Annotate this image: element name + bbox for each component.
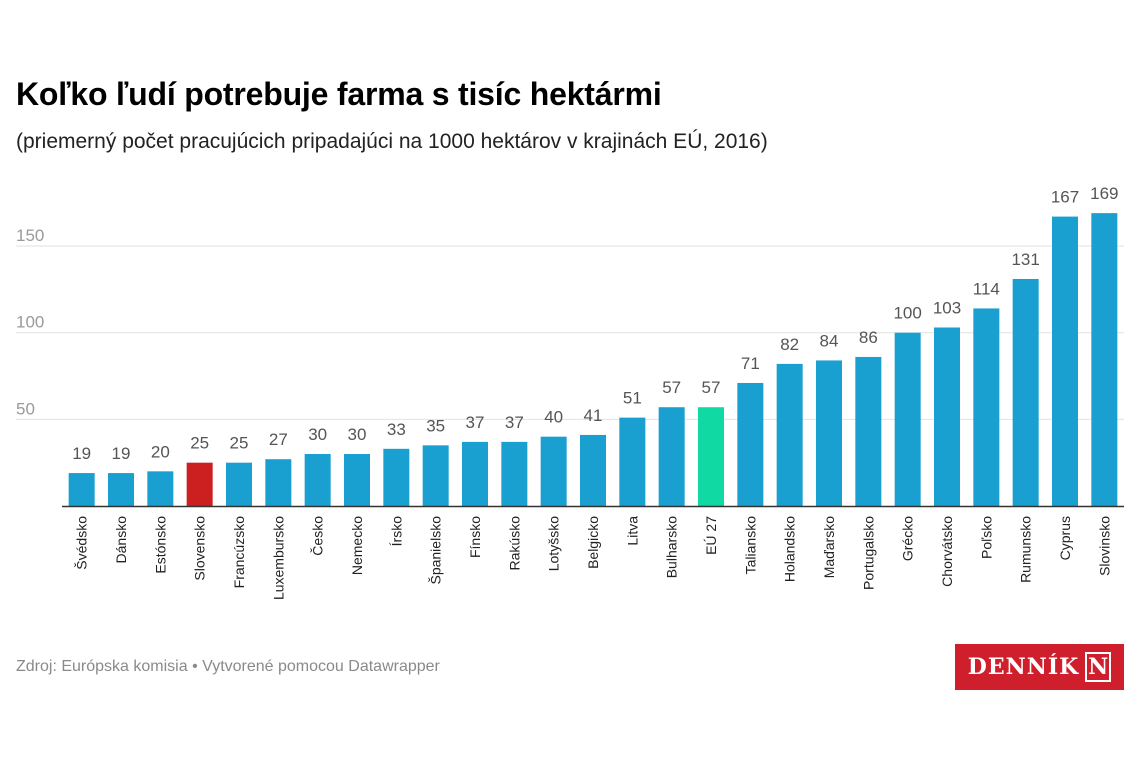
value-label: 114 [973,279,1000,298]
category-label: Portugalsko [860,516,876,590]
bar [344,454,370,506]
category-label: EÚ 27 [703,516,719,555]
category-label: Španielsko [428,516,444,585]
category-label: Maďarsko [821,516,837,579]
bar [68,473,95,506]
category-label: Grécko [900,516,916,561]
category-label: Holandsko [782,516,798,582]
value-label: 37 [466,413,485,432]
logo-n-mark: N [1085,652,1112,682]
value-label: 25 [230,434,249,453]
category-label: Fínsko [467,516,483,558]
category-label: Taliansko [742,516,758,575]
category-label: Švédsko [74,516,90,570]
dennik-n-logo[interactable]: DENNÍK N [955,644,1124,690]
bar [147,471,174,506]
source-footer: Zdroj: Európska komisia • Vytvorené pomo… [16,658,440,675]
category-label: Slovensko [192,516,208,581]
bar [422,445,449,506]
bar [816,360,842,506]
category-label: Rakúsko [506,516,522,571]
category-label: Francúzsko [231,516,247,589]
category-label: Lotyšsko [546,516,562,571]
bar [973,308,1000,506]
y-tick-label: 150 [16,226,44,245]
category-label: Írsko [388,516,404,547]
bar [580,434,606,506]
value-label: 100 [893,304,921,323]
bar [1012,278,1039,506]
bar [501,441,528,506]
category-label: Chorvátsko [939,516,955,587]
bar [540,436,567,506]
bar [226,462,252,506]
value-label: 82 [780,335,799,354]
value-label: 131 [1011,250,1039,269]
value-label: 71 [741,354,760,373]
y-tick-label: 100 [16,313,44,332]
category-label: Cyprus [1057,516,1073,560]
chart-title: Koľko ľudí potrebuje farma s tisíc hektá… [16,76,662,112]
chart-subtitle: (priemerný počet pracujúcich pripadajúci… [16,130,768,153]
category-label: Bulharsko [664,516,680,578]
bar [658,407,685,506]
value-label: 41 [584,406,603,425]
value-label: 35 [426,416,445,435]
bar [855,356,882,506]
category-label: Litva [624,516,640,546]
bar [737,382,764,506]
bar [383,448,410,506]
bar [108,473,134,506]
bar [462,441,488,506]
value-label: 30 [308,425,327,444]
bar [894,332,921,506]
category-label: Dánsko [113,516,129,564]
category-label: Belgicko [585,516,601,569]
bar [619,417,646,506]
bar [934,327,960,506]
category-label: Luxembursko [270,516,286,600]
value-label: 86 [859,328,878,347]
category-label: Slovinsko [1096,516,1112,576]
value-label: 57 [702,378,721,397]
value-label: 19 [112,444,131,463]
category-label: Rumunsko [1018,516,1034,583]
bar-chart: 50 100 150 19 Švédsko 19 Dánsko 20 Estónsko 25 Slo… [16,184,1124,600]
value-label: 27 [269,430,288,449]
bar [304,454,331,506]
value-label: 37 [505,413,524,432]
value-label: 51 [623,389,642,408]
value-label: 20 [151,442,170,461]
category-label: Nemecko [349,516,365,575]
value-label: 19 [72,444,91,463]
bar [186,462,213,506]
bar [776,363,803,506]
category-label: Estónsko [152,516,168,574]
value-label: 40 [544,408,563,427]
y-tick-label: 50 [16,399,35,418]
logo-text: DENNÍK [967,654,1080,680]
value-label: 25 [190,434,209,453]
value-label: 30 [348,425,367,444]
category-label: Poľsko [978,516,994,559]
category-label: Česko [310,516,326,556]
bar [698,407,724,506]
value-label: 103 [933,299,961,318]
value-label: 84 [820,331,839,350]
bar [265,459,292,506]
value-label: 57 [662,378,681,397]
bar [1091,213,1118,507]
value-label: 167 [1051,188,1079,207]
value-label: 169 [1090,184,1118,203]
value-label: 33 [387,420,406,439]
bar [1052,216,1078,507]
